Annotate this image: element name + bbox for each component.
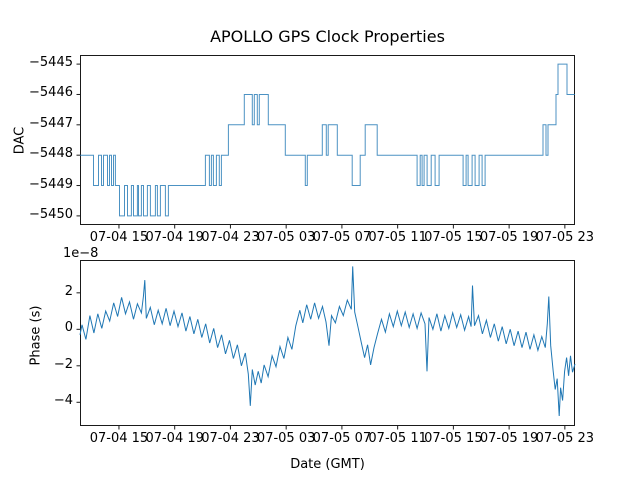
dac-y-axis-label: DAC bbox=[12, 126, 28, 155]
x-tick-label: 07-04 15 bbox=[89, 431, 149, 446]
y-tick-label: −2 bbox=[53, 356, 73, 372]
x-axis-label: Date (GMT) bbox=[290, 457, 365, 472]
x-tick-label: 07-05 11 bbox=[368, 431, 427, 446]
x-tick-label: 07-04 15 bbox=[89, 230, 149, 245]
chart-title: APOLLO GPS Clock Properties bbox=[210, 27, 445, 46]
dac-step-plot bbox=[76, 55, 575, 229]
x-tick-label: 07-05 07 bbox=[312, 230, 372, 245]
phase-line-plot bbox=[76, 260, 576, 430]
x-tick-label: 07-05 11 bbox=[368, 230, 427, 245]
x-tick-label: 07-05 23 bbox=[535, 230, 595, 245]
y-tick-label: −5448 bbox=[29, 146, 73, 162]
x-tick-label: 07-05 15 bbox=[424, 230, 483, 245]
phase-offset-text: 1e−8 bbox=[63, 246, 99, 261]
y-tick-label: −5450 bbox=[29, 206, 73, 222]
x-tick-label: 07-04 23 bbox=[201, 230, 260, 245]
y-tick-label: 2 bbox=[64, 283, 73, 299]
x-tick-label: 07-04 19 bbox=[145, 230, 204, 245]
x-tick-label: 07-05 23 bbox=[535, 431, 595, 446]
y-tick-label: −4 bbox=[53, 393, 73, 409]
x-tick-label: 07-05 15 bbox=[424, 431, 483, 446]
phase-axes bbox=[76, 260, 576, 430]
y-tick-label: −5447 bbox=[29, 115, 73, 131]
y-tick-label: −5445 bbox=[29, 55, 73, 71]
y-tick-label: −5446 bbox=[29, 85, 73, 101]
x-tick-label: 07-04 19 bbox=[145, 431, 204, 446]
y-tick-label: 0 bbox=[64, 320, 73, 336]
x-tick-label: 07-05 03 bbox=[256, 230, 316, 245]
x-tick-label: 07-05 03 bbox=[256, 431, 316, 446]
x-tick-label: 07-04 23 bbox=[201, 431, 260, 446]
phase-series-line bbox=[79, 266, 576, 417]
x-tick-label: 07-05 19 bbox=[479, 431, 539, 446]
y-tick-label: −5449 bbox=[29, 176, 73, 192]
x-tick-label: 07-05 19 bbox=[479, 230, 539, 245]
x-tick-label: 07-05 07 bbox=[312, 431, 372, 446]
dac-series-line bbox=[80, 63, 575, 217]
dac-axes bbox=[76, 55, 575, 229]
